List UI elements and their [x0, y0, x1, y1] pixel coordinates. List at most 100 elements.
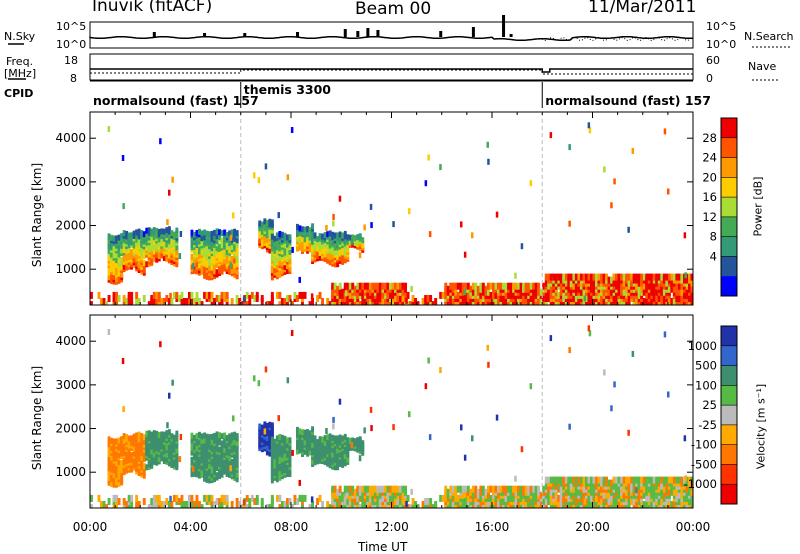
heatmap-cell	[650, 485, 654, 493]
heatmap-cell	[235, 504, 239, 508]
heatmap-cell	[167, 298, 171, 305]
heatmap-cell	[155, 435, 159, 442]
heatmap-cell	[160, 228, 164, 235]
heatmap-cell	[572, 485, 576, 493]
heatmap-cell	[310, 496, 314, 503]
heatmap-cell	[459, 282, 463, 290]
heatmap-cell	[600, 476, 603, 484]
heatmap-cell	[358, 233, 362, 240]
heatmap-cell	[198, 501, 201, 508]
heatmap-cell	[122, 301, 126, 305]
heatmap-cell	[368, 491, 372, 499]
heatmap-cell	[303, 226, 307, 233]
heatmap-cell	[642, 298, 646, 305]
heatmap-cell	[459, 504, 463, 508]
heatmap-cell	[125, 298, 129, 305]
heatmap-cell	[680, 282, 684, 290]
heatmap-cell	[263, 421, 267, 428]
heatmap-cell	[532, 282, 536, 290]
heatmap-cell	[627, 476, 631, 484]
heatmap-cell	[479, 282, 483, 290]
heatmap-cell	[318, 457, 322, 464]
heatmap-cell	[519, 491, 523, 499]
heatmap-cell	[135, 291, 139, 299]
x-axis-label: Time UT	[358, 540, 408, 554]
heatmap-cell	[361, 501, 365, 508]
heatmap-cell	[150, 443, 154, 450]
heatmap-cell	[484, 285, 488, 293]
heatmap-cell	[625, 273, 629, 281]
heatmap-cell	[406, 291, 410, 299]
heatmap-cell	[200, 469, 204, 476]
heatmap-cell	[286, 377, 290, 384]
heatmap-cell	[195, 291, 199, 299]
heatmap-cell	[542, 498, 546, 505]
heatmap-cell	[218, 498, 222, 505]
heatmap-cell	[240, 504, 244, 508]
heatmap-cell	[195, 494, 199, 502]
x-tick-labels: 00:00 04:00 08:00 12:00 16:00 20:00 00:00	[73, 520, 711, 534]
noise-sky-label: N.Sky	[4, 30, 36, 43]
heatmap-cell	[627, 429, 630, 436]
heatmap-cell	[167, 233, 171, 240]
heatmap-cell	[145, 227, 149, 234]
heatmap-cell	[170, 433, 174, 440]
heatmap-cell	[275, 256, 279, 263]
heatmap-cell	[303, 439, 307, 446]
heatmap-cell	[356, 437, 360, 444]
heatmap-cell	[167, 250, 171, 257]
heatmap-cell	[107, 295, 111, 302]
heatmap-cell	[343, 433, 347, 440]
heatmap-cell	[145, 239, 149, 246]
heatmap-cell	[150, 245, 154, 252]
heatmap-cell	[223, 291, 227, 299]
heatmap-cell	[484, 501, 488, 508]
heatmap-cell	[147, 301, 151, 305]
heatmap-cell	[278, 231, 282, 237]
heatmap-cell	[487, 282, 490, 290]
heatmap-cell	[583, 498, 587, 505]
heatmap-cell	[539, 298, 543, 305]
heatmap-cell	[208, 463, 212, 469]
heatmap-cell	[559, 285, 563, 293]
heatmap-cell	[635, 487, 638, 494]
heatmap-cell	[405, 500, 408, 507]
heatmap-cell	[333, 447, 337, 454]
date-title: 11/Mar/2011	[588, 0, 697, 17]
heatmap-cell	[203, 246, 207, 253]
heatmap-cell	[225, 232, 229, 238]
heatmap-cell	[343, 230, 347, 237]
heatmap-cell	[117, 498, 121, 505]
heatmap-cell	[260, 295, 264, 302]
heatmap-cell	[97, 494, 101, 502]
heatmap-cell	[333, 261, 337, 268]
heatmap-cell	[117, 480, 121, 487]
heatmap-cell	[137, 501, 141, 508]
heatmap-cell	[278, 434, 282, 440]
noise-spike	[471, 27, 475, 37]
heatmap-cell	[150, 252, 154, 259]
heatmap-cell	[647, 273, 651, 281]
heatmap-cell	[273, 235, 277, 242]
heatmap-cell	[612, 476, 616, 484]
heatmap-cell	[220, 291, 224, 299]
heatmap-cell	[253, 172, 256, 179]
heatmap-cell	[165, 295, 169, 302]
heatmap-cell	[590, 282, 593, 290]
heatmap-cell	[203, 454, 207, 461]
heatmap-cell	[233, 460, 237, 467]
heatmap-cell	[301, 236, 304, 242]
heatmap-cell	[683, 435, 687, 442]
heatmap-cell	[647, 485, 651, 493]
x-tick-label: 08:00	[274, 520, 309, 534]
heatmap-cell	[424, 383, 428, 390]
heatmap-cell	[142, 231, 146, 238]
heatmap-cell	[559, 273, 563, 281]
heatmap-cell	[308, 504, 312, 508]
heatmap-cell	[120, 474, 124, 481]
heatmap-cell	[218, 458, 222, 465]
heatmap-cell	[210, 443, 214, 450]
heatmap-cell	[170, 247, 174, 253]
heatmap-cell	[464, 282, 468, 290]
heatmap-cell	[338, 255, 342, 262]
